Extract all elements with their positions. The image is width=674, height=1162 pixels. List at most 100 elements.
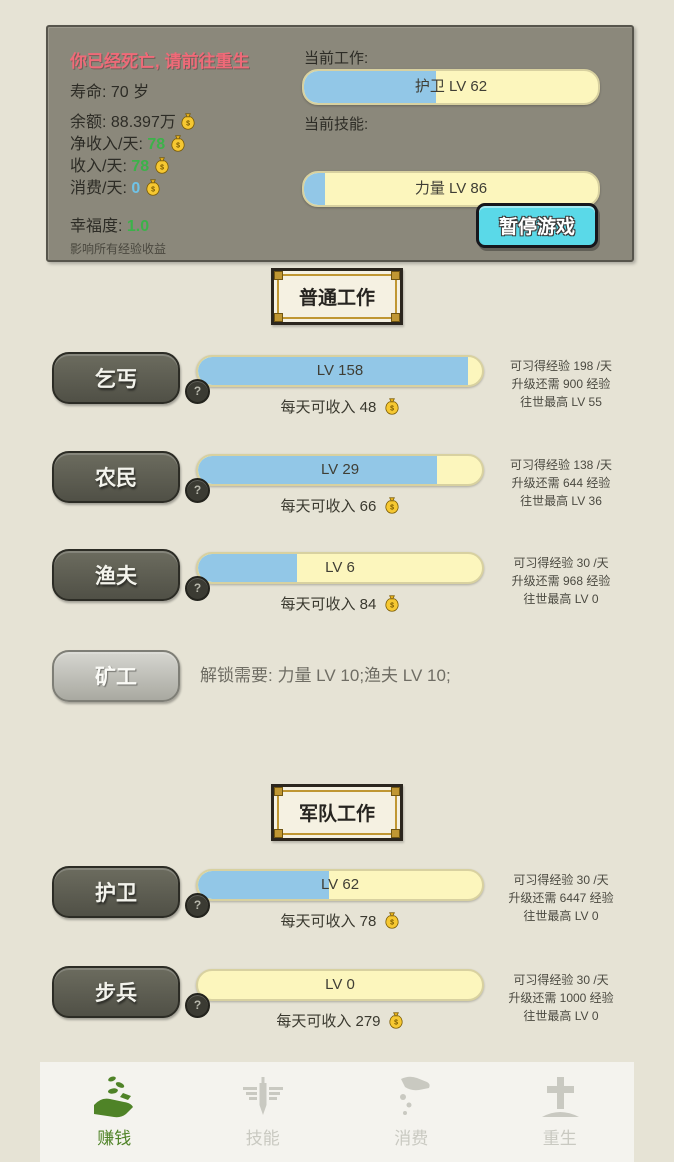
help-icon[interactable]: ? bbox=[185, 576, 210, 601]
job-button-farmer[interactable]: 农民 bbox=[52, 451, 180, 503]
gold-corner-decoration bbox=[391, 313, 401, 322]
nav-tab-label: 重生 bbox=[542, 1129, 577, 1148]
svg-text:$: $ bbox=[176, 142, 180, 149]
exp-rate: 可习得经验 30 /天 bbox=[513, 556, 609, 570]
nav-tab-label: 技能 bbox=[245, 1129, 280, 1148]
income-value: 78 bbox=[131, 158, 150, 175]
nav-tab-earn-money[interactable]: 赚钱 bbox=[40, 1075, 189, 1149]
job-row-infantry: 步兵 LV 0 ? 每天可收入 279 $ 可习得经验 30 /天 升级还需 1… bbox=[52, 966, 638, 1031]
tombstone-cross-icon bbox=[541, 1077, 579, 1117]
job-progress-fill bbox=[198, 357, 468, 385]
gold-corner-decoration bbox=[273, 313, 283, 322]
gold-corner-decoration bbox=[273, 829, 283, 838]
job-level-label: LV 0 bbox=[325, 976, 355, 993]
net-income-value: 78 bbox=[147, 136, 166, 153]
money-bag-icon: $ bbox=[389, 1012, 403, 1029]
past-best-level: 往世最高 LV 0 bbox=[523, 909, 599, 923]
job-button-guard[interactable]: 护卫 bbox=[52, 866, 180, 918]
job-progress-area: LV 0 ? 每天可收入 279 $ bbox=[185, 966, 484, 1031]
job-row-miner-locked: 矿工 解锁需要: 力量 LV 10;渔夫 LV 10; bbox=[52, 650, 638, 702]
job-progress-bar: LV 0 bbox=[196, 969, 484, 1001]
job-progress-area: LV 6 ? 每天可收入 84 $ bbox=[185, 549, 484, 614]
stats-left-column: 你已经死亡, 请前往重生 寿命: 70 岁 余额: 88.397万 $ 净收入/… bbox=[70, 47, 310, 257]
money-bag-icon: $ bbox=[384, 595, 399, 612]
gold-corner-decoration bbox=[391, 271, 401, 280]
section-header-normal-work: 普通工作 bbox=[270, 268, 404, 325]
help-icon[interactable]: ? bbox=[185, 893, 210, 918]
exp-needed: 升级还需 900 经验 bbox=[511, 377, 611, 391]
svg-text:$: $ bbox=[390, 919, 394, 926]
balance-label: 余额: bbox=[70, 114, 107, 131]
help-icon[interactable]: ? bbox=[185, 993, 210, 1018]
section-header-army-work: 军队工作 bbox=[270, 784, 404, 841]
help-icon[interactable]: ? bbox=[185, 478, 210, 503]
job-income-text: 每天可收入 84 bbox=[280, 596, 377, 613]
winged-sword-icon bbox=[242, 1077, 283, 1115]
current-job-label: 当前工作: bbox=[304, 50, 369, 67]
job-level-label: LV 62 bbox=[320, 876, 360, 893]
money-bag-icon: $ bbox=[146, 179, 160, 196]
section-title: 军队工作 bbox=[298, 804, 376, 825]
job-exp-info: 可习得经验 30 /天 升级还需 6447 经验 往世最高 LV 0 bbox=[484, 871, 638, 925]
job-button-infantry[interactable]: 步兵 bbox=[52, 966, 180, 1018]
unlock-requirement-text: 解锁需要: 力量 LV 10;渔夫 LV 10; bbox=[200, 666, 451, 685]
svg-text:$: $ bbox=[394, 1019, 398, 1026]
money-bag-icon: $ bbox=[384, 912, 399, 929]
job-level-label: LV 6 bbox=[325, 559, 355, 576]
gold-corner-decoration bbox=[273, 787, 283, 796]
income-stat: 收入/天: 78 $ bbox=[70, 156, 310, 178]
job-income-text: 每天可收入 48 bbox=[280, 399, 377, 416]
net-income-label: 净收入/天: bbox=[70, 136, 143, 153]
exp-rate: 可习得经验 138 /天 bbox=[509, 458, 613, 472]
current-skill-label: 当前技能: bbox=[304, 116, 369, 133]
past-best-level: 往世最高 LV 55 bbox=[520, 395, 602, 409]
job-button-miner[interactable]: 矿工 bbox=[52, 650, 180, 702]
help-icon[interactable]: ? bbox=[185, 379, 210, 404]
job-progress-fill bbox=[198, 456, 437, 484]
job-row-farmer: 农民 LV 29 ? 每天可收入 66 $ 可习得经验 138 /天 升级还需 … bbox=[52, 451, 638, 516]
exp-rate: 可习得经验 30 /天 bbox=[513, 873, 609, 887]
job-income-line: 每天可收入 78 $ bbox=[196, 910, 484, 931]
money-bag-icon: $ bbox=[384, 398, 399, 415]
hand-seeds-icon bbox=[94, 1076, 134, 1118]
job-exp-info: 可习得经验 30 /天 升级还需 1000 经验 往世最高 LV 0 bbox=[484, 971, 638, 1025]
past-best-level: 往世最高 LV 36 bbox=[520, 494, 602, 508]
expense-label: 消费/天: bbox=[70, 180, 127, 197]
income-label: 收入/天: bbox=[70, 158, 127, 175]
job-progress-bar: LV 62 bbox=[196, 869, 484, 901]
happiness-stat: 幸福度: 1.0 bbox=[70, 212, 310, 236]
nav-tab-rebirth[interactable]: 重生 bbox=[486, 1075, 635, 1149]
current-skill-bar-label: 力量 LV 86 bbox=[414, 180, 488, 197]
pause-game-button[interactable]: 暂停游戏 bbox=[475, 203, 598, 248]
current-skill-progress-fill bbox=[304, 173, 325, 205]
job-income-text: 每天可收入 279 bbox=[276, 1013, 381, 1030]
money-bag-icon: $ bbox=[181, 113, 195, 130]
nav-tab-skills[interactable]: 技能 bbox=[189, 1075, 338, 1149]
job-income-text: 每天可收入 66 bbox=[280, 498, 377, 515]
expense-stat: 消费/天: 0 $ bbox=[70, 178, 310, 200]
section-title: 普通工作 bbox=[298, 288, 376, 309]
job-income-line: 每天可收入 66 $ bbox=[196, 495, 484, 516]
happiness-note: 影响所有经验收益 bbox=[70, 242, 167, 256]
gold-corner-decoration bbox=[391, 787, 401, 796]
exp-needed: 升级还需 1000 经验 bbox=[508, 991, 614, 1005]
job-income-line: 每天可收入 279 $ bbox=[196, 1010, 484, 1031]
job-progress-area: LV 62 ? 每天可收入 78 $ bbox=[185, 866, 484, 931]
money-bag-icon: $ bbox=[384, 497, 399, 514]
svg-text:$: $ bbox=[390, 602, 394, 609]
nav-tab-consume[interactable]: 消费 bbox=[337, 1075, 486, 1149]
job-level-label: LV 29 bbox=[320, 461, 360, 478]
job-button-fisherman[interactable]: 渔夫 bbox=[52, 549, 180, 601]
job-income-text: 每天可收入 78 bbox=[280, 913, 377, 930]
exp-rate: 可习得经验 30 /天 bbox=[513, 973, 609, 987]
svg-text:$: $ bbox=[390, 504, 394, 511]
hand-coins-icon bbox=[400, 1076, 430, 1115]
job-progress-bar: LV 6 bbox=[196, 552, 484, 584]
svg-text:$: $ bbox=[151, 186, 155, 193]
job-row-fisherman: 渔夫 LV 6 ? 每天可收入 84 $ 可习得经验 30 /天 升级还需 96… bbox=[52, 549, 638, 614]
exp-needed: 升级还需 6447 经验 bbox=[508, 891, 614, 905]
past-best-level: 往世最高 LV 0 bbox=[523, 1009, 599, 1023]
bottom-nav-bar: 赚钱 技能 消费 重生 bbox=[40, 1062, 634, 1162]
job-button-beggar[interactable]: 乞丐 bbox=[52, 352, 180, 404]
happiness-value: 1.0 bbox=[126, 218, 150, 235]
